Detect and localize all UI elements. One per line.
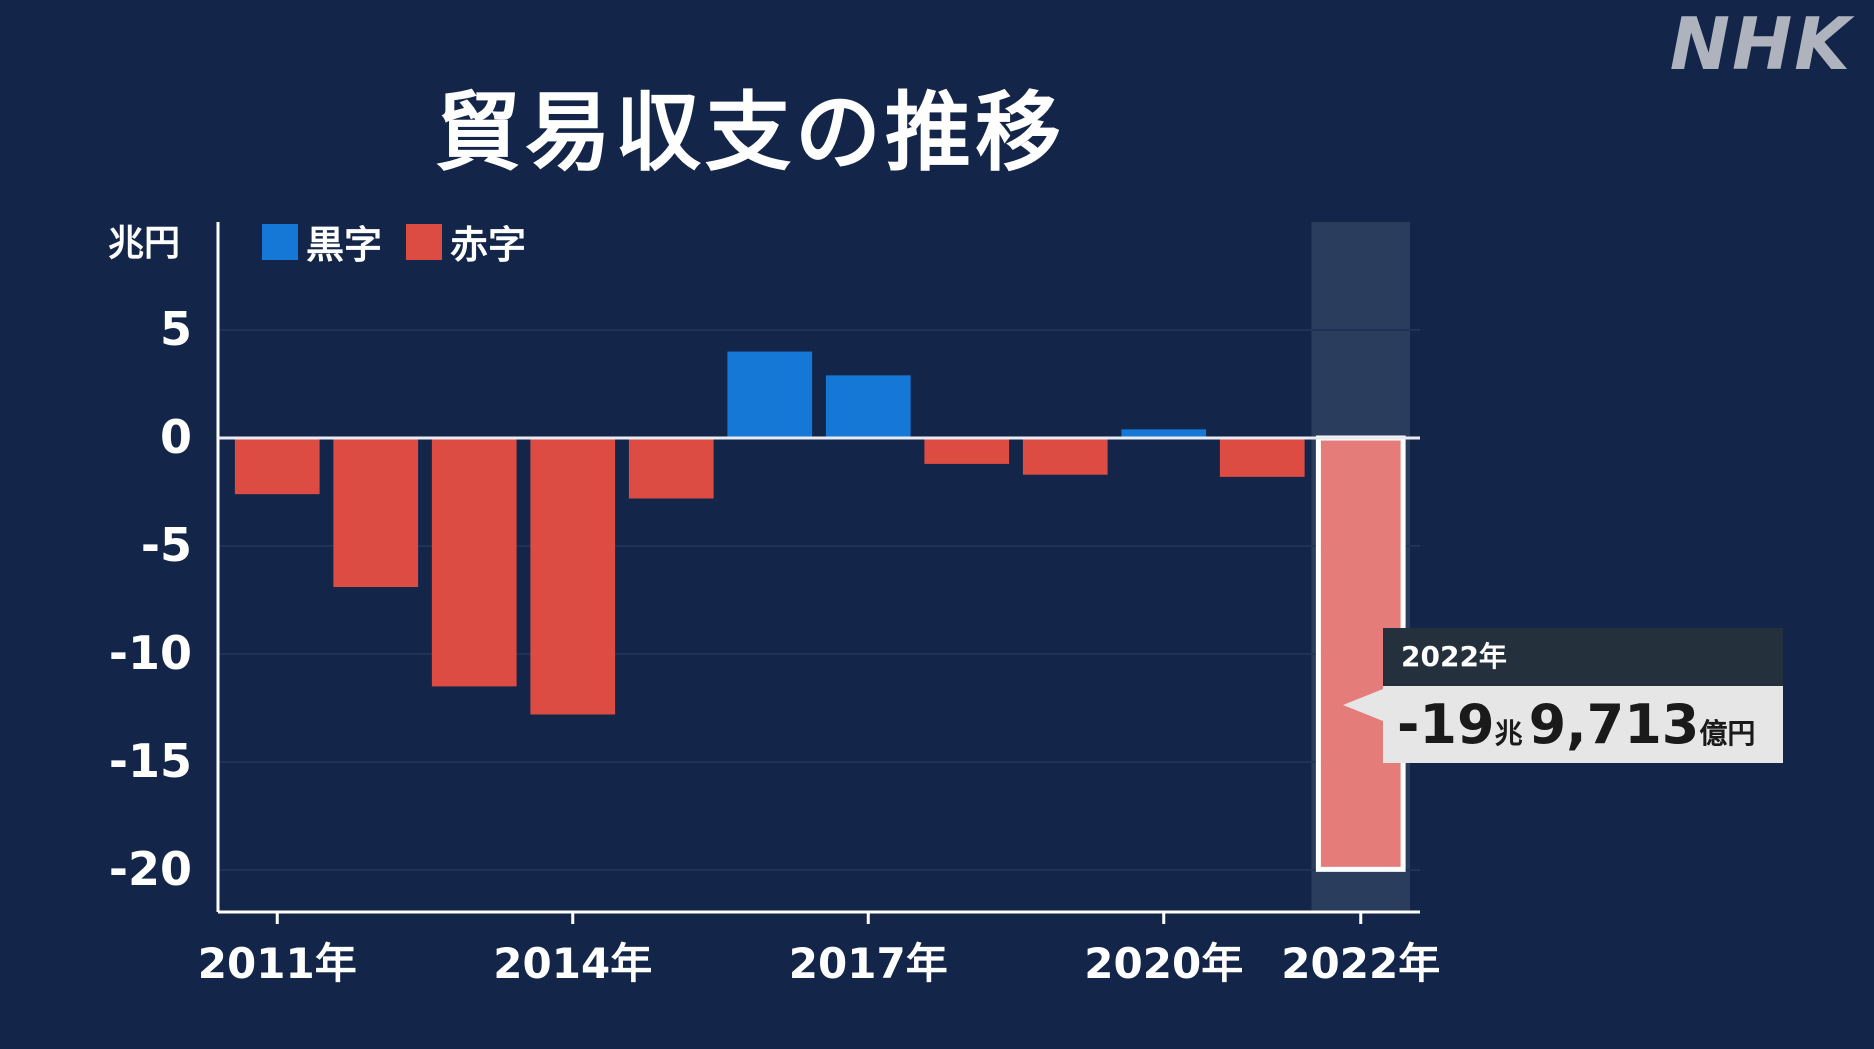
callout-hundred-million-unit: 億円 (1699, 717, 1756, 750)
value-callout: 2022年 -19兆 9,713億円 (1343, 628, 1783, 763)
bar-2021 (1219, 438, 1305, 477)
nhk-logo: NHK (1669, 2, 1852, 86)
bar-2017 (825, 375, 911, 438)
bar-2019 (1022, 438, 1108, 475)
bar-2012 (333, 438, 419, 588)
bar-2014 (530, 438, 616, 715)
legend-label-surplus: 黒字 (306, 223, 383, 267)
y-tick-label: -15 (109, 734, 192, 788)
callout-year: 2022年 (1383, 628, 1783, 686)
legend: 黒字 赤字 (262, 214, 550, 269)
bar-2018 (924, 438, 1010, 464)
bar-2013 (431, 438, 517, 687)
callout-value: -19兆 9,713億円 (1383, 686, 1783, 763)
legend-item-surplus: 黒字 (262, 214, 382, 269)
x-tick-label-2022: 2022年 (1281, 939, 1440, 988)
bar-2016 (727, 351, 813, 438)
x-tick-label-2017: 2017年 (789, 939, 948, 988)
y-tick-label: -5 (141, 518, 192, 572)
x-tick-label-2014: 2014年 (493, 939, 652, 988)
bar-2015 (628, 438, 714, 499)
x-tick-label-2011: 2011年 (198, 939, 357, 988)
bar-2011 (234, 438, 320, 495)
bar-2020 (1121, 429, 1207, 438)
y-axis-unit-label: 兆円 (108, 223, 181, 264)
y-tick-label: 5 (160, 302, 192, 356)
callout-trillion-unit: 兆 (1494, 717, 1523, 750)
legend-item-deficit: 赤字 (406, 214, 526, 269)
y-tick-label: -20 (109, 842, 192, 896)
y-tick-label: -10 (109, 626, 192, 680)
callout-pointer (1343, 689, 1383, 721)
chart-title: 貿易収支の推移 (435, 83, 1065, 183)
callout-hundred-million-value: 9,713 (1528, 693, 1700, 756)
legend-swatch-deficit (406, 223, 443, 260)
legend-swatch-surplus (262, 223, 298, 260)
x-tick-label-2020: 2020年 (1084, 939, 1243, 988)
callout-trillion-value: -19 (1397, 693, 1495, 756)
legend-label-deficit: 赤字 (450, 223, 527, 267)
y-tick-label: 0 (160, 410, 192, 464)
